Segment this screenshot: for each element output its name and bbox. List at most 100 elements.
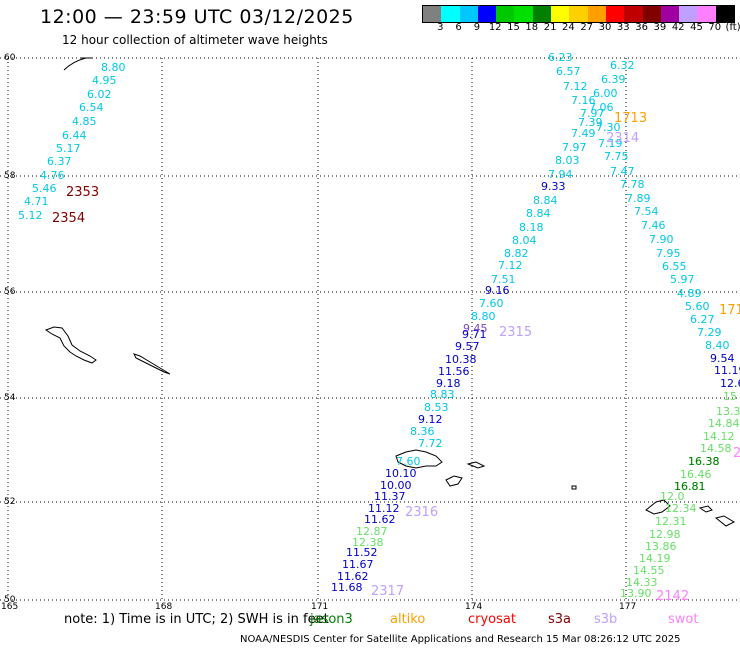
- wave-height-value: 12.31: [655, 515, 687, 528]
- wave-height-value: 8.84: [526, 207, 551, 220]
- colorbar-label: 36: [635, 22, 648, 33]
- wave-height-value: 8.36: [410, 425, 435, 438]
- wave-height-value: 10.00: [380, 479, 412, 492]
- wave-height-value: 6.32: [610, 59, 635, 72]
- colorbar-label: 3: [437, 22, 444, 33]
- wave-height-value: 4.85: [72, 115, 97, 128]
- wave-height-value: 11.68: [331, 581, 363, 594]
- pass-labels: 2353 2354 1713 2314 2315 2316 2317 2142 171 2: [52, 111, 740, 604]
- wave-height-value: 5.46: [32, 182, 57, 195]
- wave-height-value: 7.89: [626, 192, 651, 205]
- colorbar-label: 27: [580, 22, 594, 33]
- wave-height-value: 8.84: [533, 194, 558, 207]
- coast-kamchatka: [63, 57, 92, 71]
- colorbar-label: 12: [488, 22, 502, 33]
- wave-height-value: 13.86: [645, 540, 677, 553]
- colorbar-swatch: [459, 6, 478, 22]
- island-semichi: [466, 461, 486, 469]
- wave-height-value: 11.62: [337, 570, 369, 583]
- wave-height-value: 16.81: [674, 480, 706, 493]
- colorbar-swatch: [624, 6, 643, 22]
- wave-height-value: 9.71: [462, 328, 487, 341]
- island-rat: [698, 505, 736, 527]
- wave-height-value: 8.80: [101, 61, 126, 74]
- legend-swot: swot: [668, 612, 699, 627]
- wave-height-value: 14.84: [708, 417, 740, 430]
- pass-time-label: 171: [719, 303, 740, 318]
- wave-height-value: 13.90: [620, 587, 652, 600]
- wave-height-value: 7.75: [604, 150, 629, 163]
- island-agattu: [445, 475, 463, 487]
- wave-height-value: 7.94: [548, 168, 573, 181]
- wave-height-value: 7.97: [562, 141, 587, 154]
- wave-height-value: 8.80: [471, 310, 496, 323]
- island-medny: [133, 353, 171, 375]
- wave-height-value: 8.53: [424, 401, 449, 414]
- island-attu: [395, 449, 443, 469]
- latitude-label: 58: [4, 171, 16, 181]
- colorbar-swatch: [532, 6, 552, 22]
- wave-height-value: 7.72: [418, 437, 443, 450]
- wave-height-value: 7.12: [563, 80, 588, 93]
- wave-height-value: 7.19: [598, 137, 623, 150]
- wave-height-value: 5.60: [685, 300, 710, 313]
- colorbar-swatch: [587, 6, 606, 22]
- wave-height-value: 8.04: [512, 234, 537, 247]
- island-buldir: [571, 485, 577, 490]
- wave-height-value: 7.90: [649, 233, 674, 246]
- wave-height-value: 16.46: [680, 468, 712, 481]
- wave-height-value: 9.54: [710, 352, 735, 365]
- pass-time-label: 2354: [52, 211, 85, 226]
- wave-height-value: 9.57: [455, 340, 480, 353]
- colorbar-swatch: [715, 6, 735, 22]
- wave-height-value: 10.10: [385, 467, 417, 480]
- colorbar-label: 30: [598, 22, 612, 33]
- wave-height-value: 16.38: [688, 455, 720, 468]
- wave-height-value: 8.03: [555, 154, 580, 167]
- wave-height-value: 7.06: [589, 101, 614, 114]
- wave-height-value: 7.12: [498, 259, 523, 272]
- map-subtitle: 12 hour collection of altimeter wave hei…: [62, 33, 328, 47]
- colorbar-label: 21: [543, 22, 557, 33]
- wave-height-value: 8.40: [705, 339, 730, 352]
- legend-altiko: altiko: [390, 612, 426, 627]
- colorbar-label: 18: [525, 22, 539, 33]
- wave-height-value: 9.45: [463, 322, 488, 335]
- wave-height-value: 13.3: [716, 405, 740, 418]
- wave-height-value: 6.55: [662, 260, 687, 273]
- wave-height-value: 4.76: [40, 169, 65, 182]
- legend-s3a: s3a: [548, 612, 572, 627]
- wave-height-value: 11.37: [374, 490, 406, 503]
- colorbar-swatch: [496, 6, 515, 22]
- wave-height-value: 7.95: [656, 247, 681, 260]
- wave-height-value: 11.56: [438, 365, 470, 378]
- wave-height-value: 14.12: [703, 430, 735, 443]
- wave-height-value: 7.47: [610, 165, 635, 178]
- wave-height-value: 9.18: [436, 377, 461, 390]
- wave-height-value: 7.49: [571, 127, 596, 140]
- credit-line: NOAA/NESDIS Center for Satellite Applica…: [240, 634, 681, 645]
- colorbar-swatch: [679, 6, 698, 22]
- legend-s3b: s3b: [594, 612, 618, 627]
- wave-height-value: 7.46: [641, 219, 666, 232]
- longitude-label: 174: [465, 602, 482, 612]
- latitude-label: 60: [4, 53, 16, 63]
- wave-height-value: 5.12: [18, 209, 43, 222]
- wave-height-value: 14.58: [700, 442, 732, 455]
- wave-height-value: 9.12: [418, 413, 443, 426]
- latitude-label: 54: [4, 393, 16, 403]
- latitude-label: 56: [4, 287, 16, 297]
- wave-height-value: 6.54: [79, 101, 104, 114]
- wave-height-value: 7.51: [491, 273, 516, 286]
- wave-height-value: 5.97: [670, 273, 695, 286]
- colorbar-swatch: [514, 6, 533, 22]
- longitude-label: 168: [155, 602, 172, 612]
- colorbar-label: 15: [507, 22, 520, 33]
- wave-height-value: 7.78: [620, 178, 645, 191]
- colorbar-label: 33: [616, 22, 630, 33]
- colorbar-label: 9: [473, 22, 481, 33]
- wave-height-value: 7.60: [479, 297, 504, 310]
- wave-height-value: 12.87: [356, 525, 388, 538]
- wave-height-value: 4.89: [677, 287, 702, 300]
